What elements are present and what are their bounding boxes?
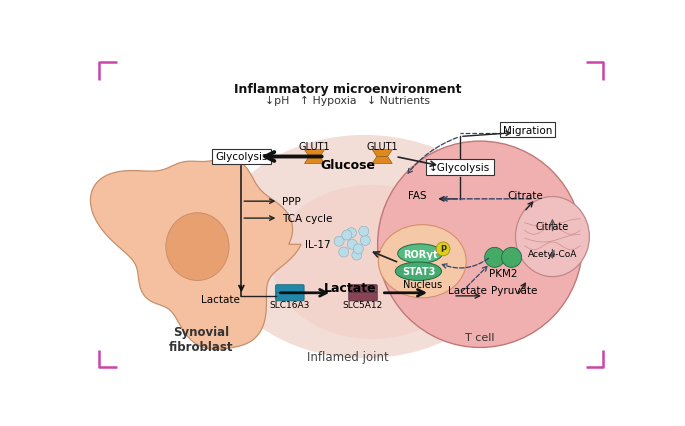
Circle shape <box>359 227 369 236</box>
Text: Glycolysis: Glycolysis <box>215 152 268 162</box>
Text: TCA cycle: TCA cycle <box>282 213 332 224</box>
Text: T cell: T cell <box>465 332 495 342</box>
Circle shape <box>347 240 357 250</box>
Circle shape <box>334 236 344 247</box>
Circle shape <box>347 228 356 238</box>
Circle shape <box>501 248 521 268</box>
Ellipse shape <box>272 186 473 339</box>
Circle shape <box>342 230 352 241</box>
Text: RORγt: RORγt <box>403 249 437 259</box>
Polygon shape <box>372 150 393 157</box>
Text: Inflamed joint: Inflamed joint <box>307 350 388 363</box>
Ellipse shape <box>378 225 466 298</box>
Text: Inflammatory microenvironment: Inflammatory microenvironment <box>234 83 462 96</box>
Ellipse shape <box>166 213 229 281</box>
Text: Nucleus: Nucleus <box>403 279 442 289</box>
Circle shape <box>352 250 362 260</box>
Text: Lactate: Lactate <box>449 286 487 296</box>
Text: Acetyl-CoA: Acetyl-CoA <box>527 250 577 259</box>
FancyBboxPatch shape <box>275 285 304 294</box>
Text: Citrate: Citrate <box>508 190 543 201</box>
Text: ↓pH   ↑ Hypoxia   ↓ Nutrients: ↓pH ↑ Hypoxia ↓ Nutrients <box>265 96 430 106</box>
Text: Lactate: Lactate <box>201 294 240 304</box>
Circle shape <box>339 248 349 257</box>
Circle shape <box>353 245 363 254</box>
Circle shape <box>485 248 505 268</box>
FancyBboxPatch shape <box>275 293 304 301</box>
Ellipse shape <box>515 197 589 277</box>
FancyBboxPatch shape <box>349 293 377 301</box>
Text: Lactate: Lactate <box>325 281 377 294</box>
Text: P: P <box>440 245 446 254</box>
Text: ↓Glycolysis: ↓Glycolysis <box>429 163 490 173</box>
Polygon shape <box>304 150 325 157</box>
Text: PKM2: PKM2 <box>489 268 517 278</box>
Text: IL-17: IL-17 <box>305 240 331 250</box>
Ellipse shape <box>214 135 514 358</box>
Polygon shape <box>304 157 325 164</box>
Text: SLC5A12: SLC5A12 <box>343 300 383 309</box>
Text: GLUT1: GLUT1 <box>366 141 398 151</box>
Ellipse shape <box>395 262 442 281</box>
Polygon shape <box>372 157 393 164</box>
Circle shape <box>360 236 371 246</box>
Text: STAT3: STAT3 <box>401 267 435 276</box>
Text: Migration: Migration <box>503 125 553 135</box>
Text: Pyruvate: Pyruvate <box>491 286 537 296</box>
Polygon shape <box>90 159 301 349</box>
Text: GLUT1: GLUT1 <box>299 141 330 151</box>
Text: SLC16A3: SLC16A3 <box>270 300 310 309</box>
Text: Citrate: Citrate <box>536 221 569 231</box>
Circle shape <box>436 242 450 256</box>
Ellipse shape <box>377 142 582 348</box>
Text: PPP: PPP <box>282 197 301 207</box>
Text: Synovial
fibroblast: Synovial fibroblast <box>169 325 234 353</box>
Ellipse shape <box>398 245 443 264</box>
FancyBboxPatch shape <box>349 285 377 294</box>
Text: FAS: FAS <box>408 190 426 201</box>
Text: Glucose: Glucose <box>320 158 375 171</box>
